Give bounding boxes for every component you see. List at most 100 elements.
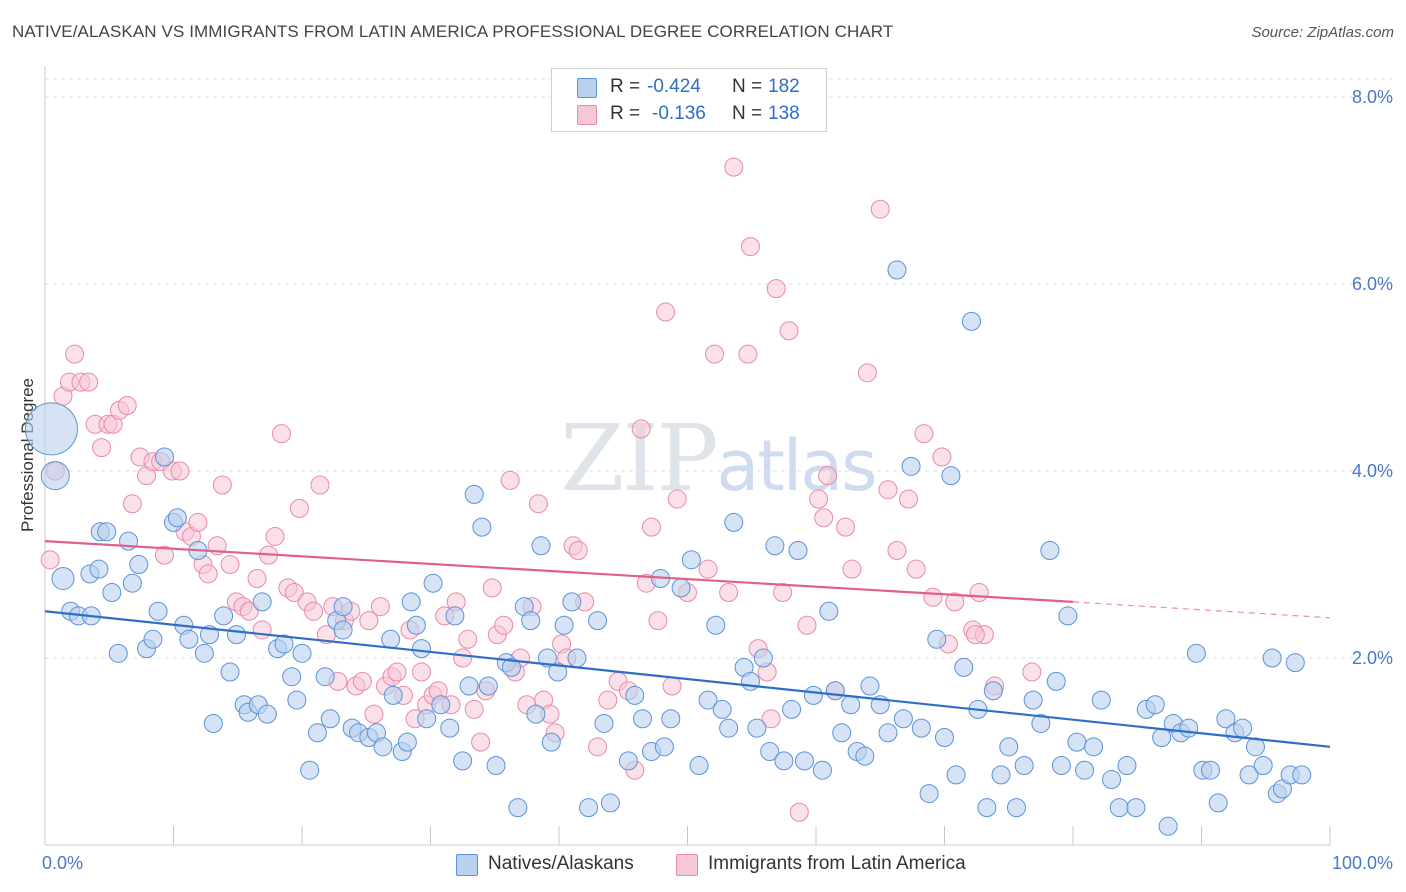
natives-point xyxy=(1186,643,1206,663)
immigrants-point xyxy=(289,498,309,518)
legend-r-label: R = xyxy=(610,76,641,97)
natives-point xyxy=(991,765,1011,785)
natives-point xyxy=(148,601,168,621)
chart-title: NATIVE/ALASKAN VS IMMIGRANTS FROM LATIN … xyxy=(12,22,894,41)
natives-point xyxy=(812,760,832,780)
natives-point xyxy=(1031,713,1051,733)
immigrants-point xyxy=(631,419,651,439)
natives-point xyxy=(579,798,599,818)
natives-point xyxy=(1200,760,1220,780)
natives-point xyxy=(911,718,931,738)
natives-point xyxy=(841,695,861,715)
natives-point xyxy=(927,629,947,649)
natives-point xyxy=(143,629,163,649)
immigrants-point xyxy=(271,424,291,444)
immigrants-point xyxy=(304,601,324,621)
natives-point xyxy=(459,676,479,696)
natives-point xyxy=(919,784,939,804)
natives-point xyxy=(333,597,353,617)
natives-point xyxy=(179,629,199,649)
natives-point xyxy=(89,559,109,579)
immigrants-point xyxy=(170,461,190,481)
immigrants-point xyxy=(969,583,989,603)
natives-point xyxy=(747,718,767,738)
natives-point xyxy=(1285,653,1305,673)
legend-n-value: 138 xyxy=(768,103,800,124)
immigrants-point xyxy=(761,709,781,729)
natives-point xyxy=(1216,709,1236,729)
natives-point xyxy=(935,727,954,747)
natives-point xyxy=(1126,798,1146,818)
immigrants-point xyxy=(642,517,662,537)
natives-point xyxy=(594,713,614,733)
watermark: ZIPatlas xyxy=(560,405,875,512)
natives-point xyxy=(618,751,638,771)
immigrants-point xyxy=(310,475,330,495)
natives-point xyxy=(712,699,732,719)
natives-point xyxy=(526,704,546,724)
natives-point xyxy=(689,756,709,776)
legend-n-value: 182 xyxy=(768,76,800,97)
natives-point xyxy=(588,611,608,631)
immigrants-point xyxy=(773,583,793,603)
natives-point xyxy=(541,732,561,752)
immigrants-point xyxy=(92,438,112,458)
immigrants-point xyxy=(857,363,877,383)
natives-point xyxy=(1262,648,1282,668)
tick-labels: 2.0% 4.0% 6.0% 8.0% 0.0% 100.0% xyxy=(42,87,1393,873)
immigrants-point xyxy=(809,489,829,509)
natives-point xyxy=(1023,690,1043,710)
natives-point xyxy=(440,718,460,738)
natives-point xyxy=(740,671,760,691)
immigrants-trend-extension xyxy=(1072,601,1331,619)
immigrants-point xyxy=(284,583,304,603)
immigrants-point xyxy=(188,512,208,532)
correlation-legend: R = -0.424 N = 182 R = -0.136 N = 138 xyxy=(551,68,827,132)
natives-point xyxy=(803,685,823,705)
immigrants-point xyxy=(453,648,473,668)
natives-point xyxy=(1208,793,1228,813)
natives-point xyxy=(453,751,473,771)
natives-point xyxy=(600,793,620,813)
natives-point xyxy=(203,713,223,733)
immigrants-point xyxy=(239,601,259,621)
immigrants-point xyxy=(117,396,137,416)
immigrants-point xyxy=(738,344,758,364)
natives-point xyxy=(501,657,521,677)
natives-point xyxy=(373,737,393,757)
legend-n-label: N = xyxy=(732,76,763,97)
natives-point xyxy=(274,634,294,654)
natives-point xyxy=(1145,695,1165,715)
natives-trend-line xyxy=(44,610,1331,748)
natives-point xyxy=(412,639,432,659)
natives-point xyxy=(214,606,234,626)
immigrants-point xyxy=(906,559,926,579)
natives-point xyxy=(508,798,528,818)
immigrants-point xyxy=(789,802,809,822)
immigrants-point xyxy=(464,699,484,719)
immigrants-point xyxy=(65,344,85,364)
natives-point xyxy=(794,751,814,771)
natives-point xyxy=(893,709,913,729)
legend-swatch-immigrants xyxy=(577,105,597,125)
natives-point xyxy=(625,685,645,705)
immigrants-point xyxy=(252,620,272,640)
natives-point xyxy=(381,629,401,649)
natives-point xyxy=(333,620,353,640)
natives-point xyxy=(633,709,653,729)
natives-point xyxy=(946,765,966,785)
natives-point xyxy=(257,704,277,724)
bottom-legend-swatch-natives xyxy=(456,854,478,876)
immigrants-point xyxy=(155,545,175,565)
natives-point xyxy=(1014,756,1034,776)
natives-point xyxy=(417,709,437,729)
natives-point xyxy=(548,662,568,682)
immigrants-point xyxy=(265,526,285,546)
immigrants-point xyxy=(724,157,744,177)
natives-point xyxy=(252,592,272,612)
natives-point xyxy=(941,466,961,486)
natives-point xyxy=(287,690,307,710)
natives-point xyxy=(1245,737,1265,757)
immigrants-point xyxy=(719,583,739,603)
natives-point xyxy=(788,540,808,560)
